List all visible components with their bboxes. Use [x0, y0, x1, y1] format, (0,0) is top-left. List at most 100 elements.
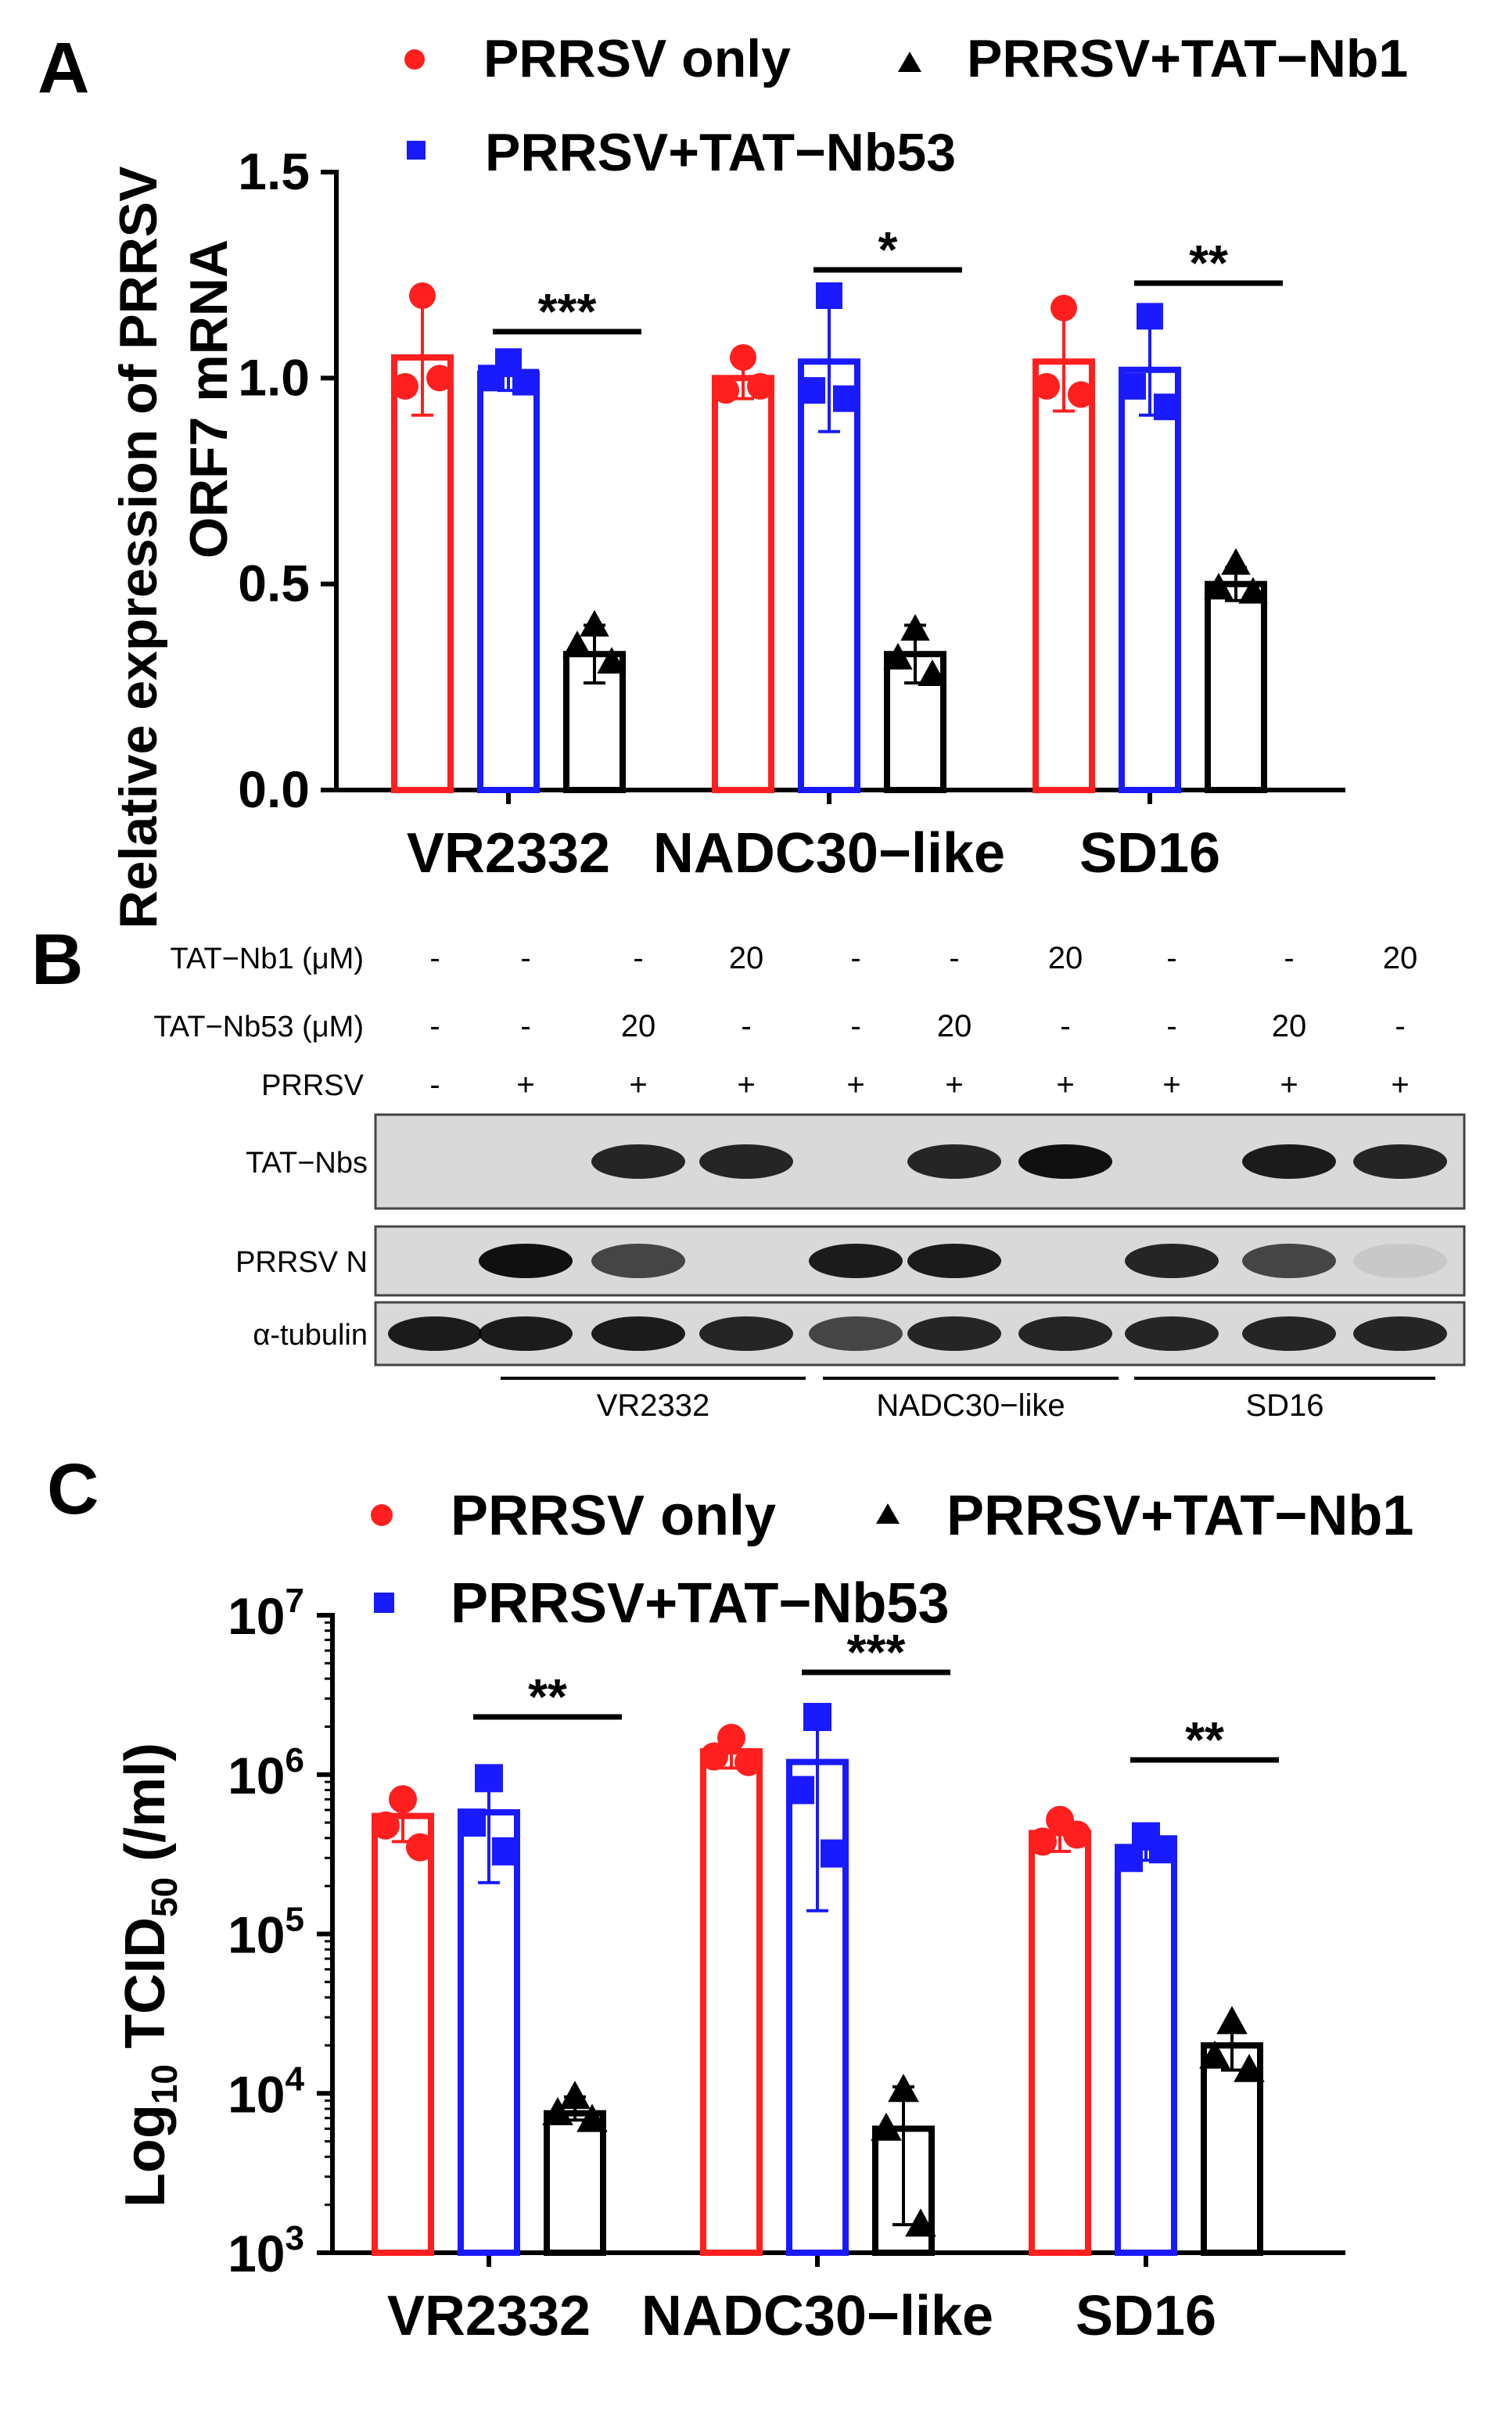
- blot-band: [591, 1316, 685, 1351]
- blot-condition-value: +: [1162, 1068, 1180, 1102]
- legend-c: PRRSV only PRRSV+TAT−Nb1 PRRSV+TAT−Nb53: [371, 1485, 1413, 1635]
- blot-condition-label: TAT−Nb1 (μM): [171, 943, 364, 975]
- blot-condition-value: -: [1060, 1009, 1070, 1043]
- legend-c-triangle-icon: [876, 1503, 900, 1524]
- data-point: [580, 609, 609, 637]
- data-point: [734, 1747, 763, 1776]
- data-point: [1033, 372, 1060, 400]
- y-tick-label: 105: [228, 1901, 304, 1964]
- significance-label: ***: [538, 283, 597, 339]
- blot-condition-value: 20: [1048, 941, 1083, 975]
- blot-condition-value: -: [850, 1009, 860, 1043]
- data-point: [1137, 303, 1163, 330]
- significance-label: **: [1189, 235, 1228, 291]
- data-point: [1199, 2040, 1230, 2069]
- data-point: [803, 1703, 831, 1732]
- blot-band: [1125, 1316, 1219, 1351]
- blot-condition-value: -: [1395, 1009, 1405, 1043]
- blot-band: [1353, 1244, 1447, 1278]
- blot-band: [388, 1316, 482, 1351]
- legend-a-label-nb53: PRRSV+TAT−Nb53: [485, 123, 956, 182]
- x-tick-label: SD16: [1076, 2285, 1216, 2347]
- blot-condition-value: -: [429, 941, 440, 975]
- bar: [477, 371, 540, 794]
- data-point: [918, 659, 947, 686]
- data-point: [1204, 573, 1234, 600]
- data-point: [562, 630, 592, 658]
- bar: [1029, 1830, 1091, 2257]
- data-point: [597, 647, 627, 674]
- blot-band: [907, 1244, 1001, 1278]
- blot-band: [479, 1316, 573, 1351]
- legend-a: PRRSV only PRRSV+TAT−Nb1 PRRSV+TAT−Nb53: [404, 29, 1408, 182]
- bar: [544, 2110, 606, 2257]
- blot-band: [907, 1316, 1001, 1351]
- bar: [1119, 366, 1181, 793]
- blot-group-label: SD16: [1245, 1388, 1323, 1423]
- data-point: [389, 1785, 417, 1814]
- y-axis-label-a-line1: Relative expression of PRRSV: [109, 166, 168, 928]
- data-point: [1119, 372, 1146, 400]
- y-tick-label: 103: [228, 2219, 304, 2282]
- blot-condition-value: 20: [1383, 941, 1418, 975]
- data-point: [392, 372, 418, 400]
- blot-condition-value: -: [741, 1009, 751, 1043]
- bar: [712, 375, 774, 794]
- blot-condition-value: +: [737, 1068, 755, 1102]
- data-point: [409, 282, 436, 309]
- panel-letter-c: C: [47, 1449, 99, 1529]
- y-tick-label: 0.0: [238, 760, 310, 818]
- blot-band: [1242, 1144, 1336, 1179]
- blot-band: [1353, 1316, 1447, 1351]
- data-point: [883, 642, 913, 670]
- data-point: [799, 377, 825, 404]
- data-point: [871, 2112, 902, 2141]
- data-point: [492, 1837, 520, 1866]
- data-point: [559, 2081, 591, 2110]
- chart-c: Log10 TCID50 (/ml) 103 104 105 106 107 VR2332…: [114, 1582, 1345, 2347]
- blot-band: [1242, 1244, 1336, 1278]
- significance-label: *: [878, 221, 898, 278]
- chart-a: Relative expression of PRRSV ORF7 mRNA 0…: [109, 142, 1345, 929]
- significance-label: ***: [847, 1624, 906, 1680]
- legend-c-label-nb1: PRRSV+TAT−Nb1: [946, 1485, 1413, 1547]
- data-point: [717, 1723, 745, 1752]
- blot-condition-value: +: [945, 1068, 963, 1102]
- blot-condition-value: -: [429, 1068, 440, 1102]
- data-point: [747, 372, 774, 400]
- data-point: [542, 2097, 573, 2126]
- y-tick-label: 106: [228, 1741, 304, 1805]
- panel-letter-b: B: [31, 920, 83, 1000]
- bar: [391, 354, 454, 793]
- data-point: [1149, 1835, 1177, 1864]
- legend-c-label-only: PRRSV only: [451, 1485, 776, 1547]
- blot-condition-value: -: [1166, 941, 1176, 975]
- blot-band: [1353, 1144, 1447, 1179]
- data-point: [816, 282, 842, 309]
- blot-condition-value: -: [1166, 1009, 1176, 1043]
- x-tick-label: NADC30−like: [653, 822, 1005, 885]
- data-point: [1154, 393, 1180, 421]
- blot-group-label: VR2332: [597, 1388, 710, 1423]
- blot-condition-value: +: [516, 1068, 534, 1102]
- blot-band: [1018, 1316, 1112, 1351]
- blot-band-label: α-tubulin: [253, 1319, 368, 1352]
- blot-band: [809, 1316, 903, 1351]
- data-point: [1234, 2053, 1265, 2082]
- data-point: [888, 2074, 919, 2103]
- data-point: [576, 2103, 608, 2132]
- data-point: [1063, 1820, 1091, 1849]
- data-point: [478, 365, 505, 392]
- data-point: [700, 1742, 728, 1771]
- x-tick-label: NADC30−like: [641, 2285, 993, 2347]
- legend-a-triangle-icon: [898, 52, 921, 72]
- data-point: [512, 368, 539, 396]
- blot-band: [591, 1244, 685, 1278]
- data-point: [730, 344, 756, 371]
- blot-condition-value: 20: [1272, 1009, 1307, 1043]
- blot-band: [1125, 1244, 1219, 1278]
- blot-condition-value: -: [1284, 941, 1294, 975]
- data-point: [1029, 1827, 1057, 1856]
- blot-condition-label: PRRSV: [261, 1069, 365, 1102]
